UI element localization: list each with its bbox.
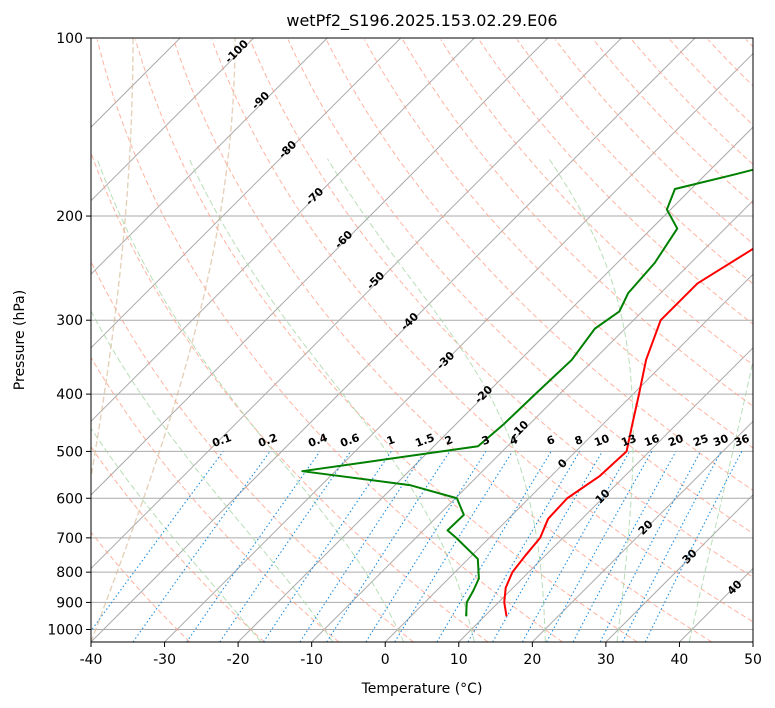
moist-adiabat (548, 158, 634, 642)
mixing-ratio-label: 0.1 (210, 431, 233, 450)
x-tick-label: -20 (227, 652, 250, 668)
chart-title: wetPf2_S196.2025.153.02.29.E06 (286, 11, 557, 31)
temperature-profile (503, 247, 753, 617)
y-tick-label: 500 (56, 444, 83, 460)
dry-adiabat (249, 39, 753, 578)
mixing-ratio-label: 16 (642, 432, 661, 450)
isotherm-line (91, 38, 475, 423)
dry-adiabat (134, 39, 638, 642)
y-axis-label: Pressure (hPa) (12, 290, 28, 390)
y-tick-label: 1000 (47, 622, 83, 638)
y-tick-label: 700 (56, 531, 83, 547)
isotherm-line (237, 126, 753, 642)
isotherm-line (164, 52, 753, 642)
mixing-ratio-line (572, 451, 677, 642)
isotherm-line (91, 38, 549, 496)
dry-adiabat (91, 151, 489, 642)
mixing-ratio-line (326, 451, 451, 642)
y-tick-label: 300 (56, 313, 83, 329)
mixing-ratio-line (91, 451, 224, 632)
dry-adiabat (631, 39, 753, 166)
mixing-ratio-label: 30 (711, 432, 730, 450)
x-tick-label: -30 (153, 652, 176, 668)
moist-adiabat (91, 310, 334, 642)
dry-adiabat (91, 356, 340, 642)
isotherm-line (91, 38, 622, 570)
y-tick-label: 800 (56, 565, 83, 581)
mixing-ratio-line (263, 451, 392, 642)
mixing-ratio-label: 0.6 (338, 431, 361, 450)
y-tick-label: 400 (56, 387, 83, 403)
x-tick-label: 0 (381, 652, 390, 668)
dry-adiabat (91, 260, 414, 642)
dry-adiabat (516, 39, 753, 285)
dry-adiabat (211, 39, 753, 623)
theta-curve (91, 38, 236, 642)
moist-adiabat (91, 427, 262, 642)
x-axis-label: Temperature (°C) (361, 681, 483, 697)
mixing-ratio-label: 4 (508, 433, 520, 448)
dry-adiabat (440, 39, 753, 366)
isotherm-line (605, 494, 753, 642)
mixing-ratio-label: 8 (573, 433, 585, 448)
mixing-ratio-label: 2 (443, 433, 455, 448)
mixing-ratio-label: 20 (666, 432, 685, 450)
dry-adiabat (593, 39, 753, 205)
theta-curve (91, 38, 134, 481)
y-tick-label: 600 (56, 491, 83, 507)
dry-adiabat (402, 39, 753, 407)
isotherm-line (91, 38, 402, 349)
mixing-ratio-line (219, 451, 352, 642)
mixing-ratio-label: 1 (385, 433, 397, 448)
moist-adiabat (688, 358, 753, 642)
mixing-ratio-label: 13 (619, 432, 638, 449)
mixing-ratio-label: 1.5 (413, 431, 436, 450)
mixing-ratio-line (299, 451, 426, 642)
mixing-ratio-label: 0.2 (256, 431, 279, 450)
mixing-ratio-line (186, 451, 321, 642)
dry-adiabat (287, 39, 753, 535)
plot-frame (90, 37, 754, 643)
mixing-ratio-label: 3 (480, 433, 492, 448)
mixing-ratio-line (521, 451, 631, 642)
mixing-ratio-label: 6 (545, 433, 557, 448)
dewpoint-profile (301, 168, 753, 617)
dry-adiabat (364, 39, 753, 449)
isotherm-line (91, 38, 255, 202)
x-tick-label: -10 (300, 652, 323, 668)
mixing-ratio-label: 0.4 (306, 431, 329, 450)
mixing-ratio-label: 36 (732, 432, 751, 450)
isotherm-line (91, 38, 328, 275)
dry-adiabat (173, 39, 713, 642)
mixing-ratio-line (132, 451, 271, 642)
y-tick-label: 200 (56, 209, 83, 225)
mixing-ratio-label: 10 (592, 432, 611, 450)
mixing-ratio-line (644, 451, 743, 642)
isotherm-line (458, 347, 753, 642)
x-tick-label: 20 (523, 652, 541, 668)
moist-adiabat (188, 158, 475, 642)
x-tick-label: -40 (80, 652, 103, 668)
x-tick-label: 40 (671, 652, 689, 668)
x-tick-label: 50 (744, 652, 762, 668)
x-tick-label: 10 (450, 652, 468, 668)
mixing-ratio-label: 25 (691, 432, 710, 449)
dry-adiabat (325, 39, 753, 491)
isotherm-line (91, 38, 696, 642)
isotherm-line (531, 420, 753, 642)
mixing-ratio-line (546, 451, 653, 642)
mixing-ratio-line (394, 451, 513, 642)
y-tick-label: 900 (56, 595, 83, 611)
x-tick-label: 30 (597, 652, 615, 668)
dry-adiabat (96, 39, 563, 642)
y-tick-label: 100 (56, 31, 83, 47)
isotherm-line (384, 273, 753, 642)
